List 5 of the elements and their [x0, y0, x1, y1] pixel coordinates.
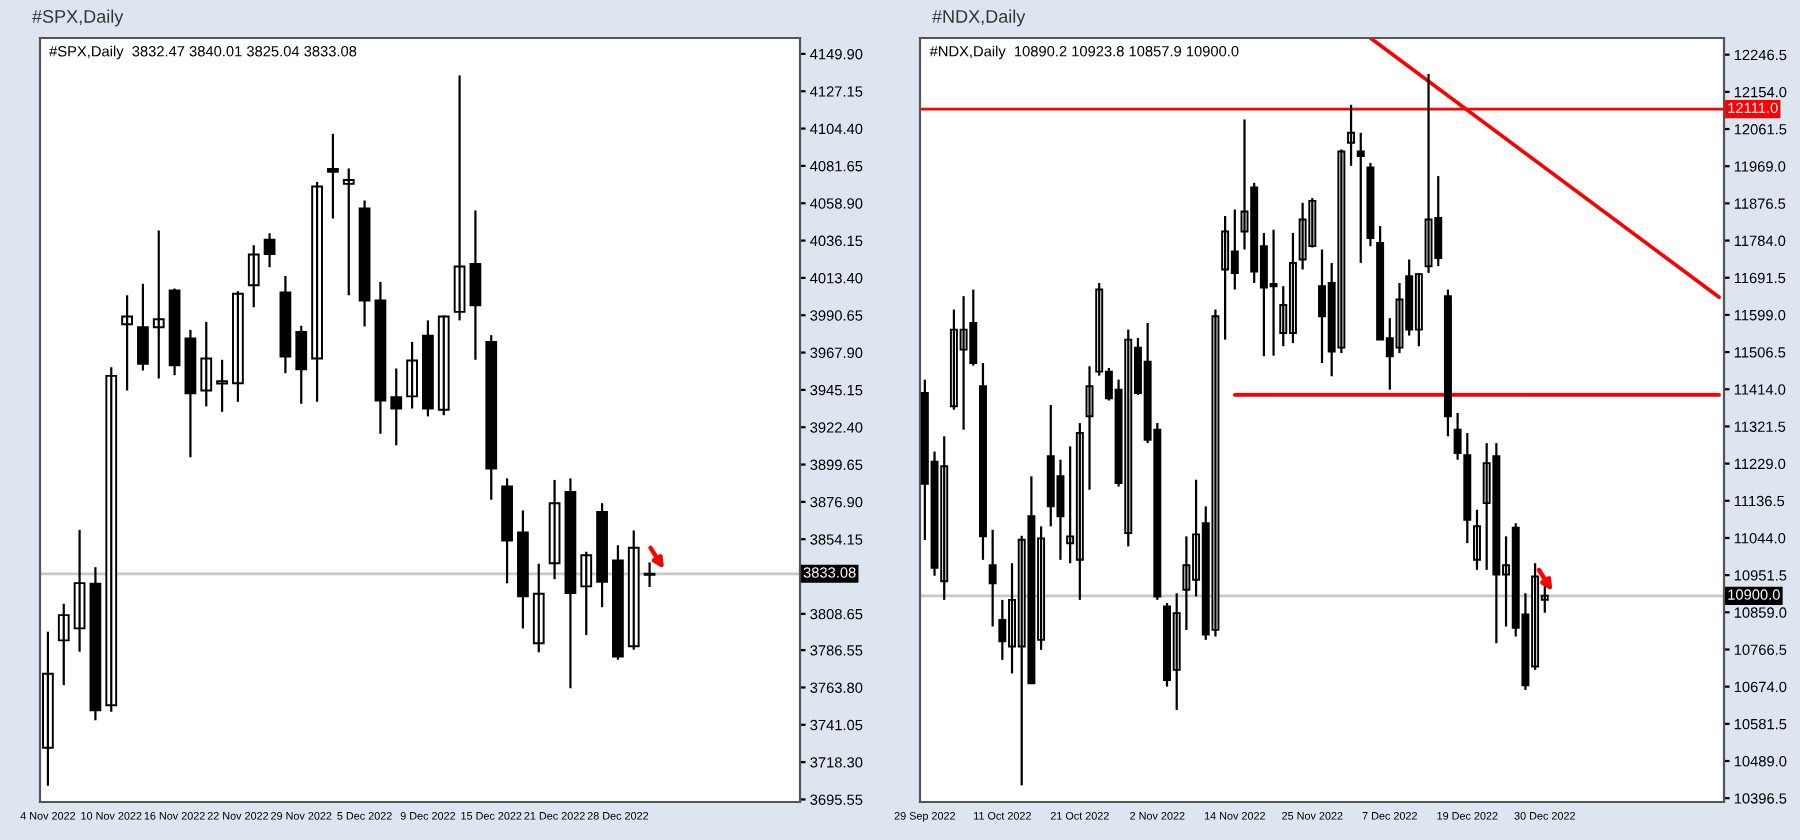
- chart-title: #NDX,Daily: [932, 9, 1026, 27]
- candlestick: [327, 132, 339, 220]
- candlestick: [342, 167, 355, 297]
- chart-title: #SPX,Daily: [32, 9, 124, 27]
- candlestick: [216, 358, 228, 413]
